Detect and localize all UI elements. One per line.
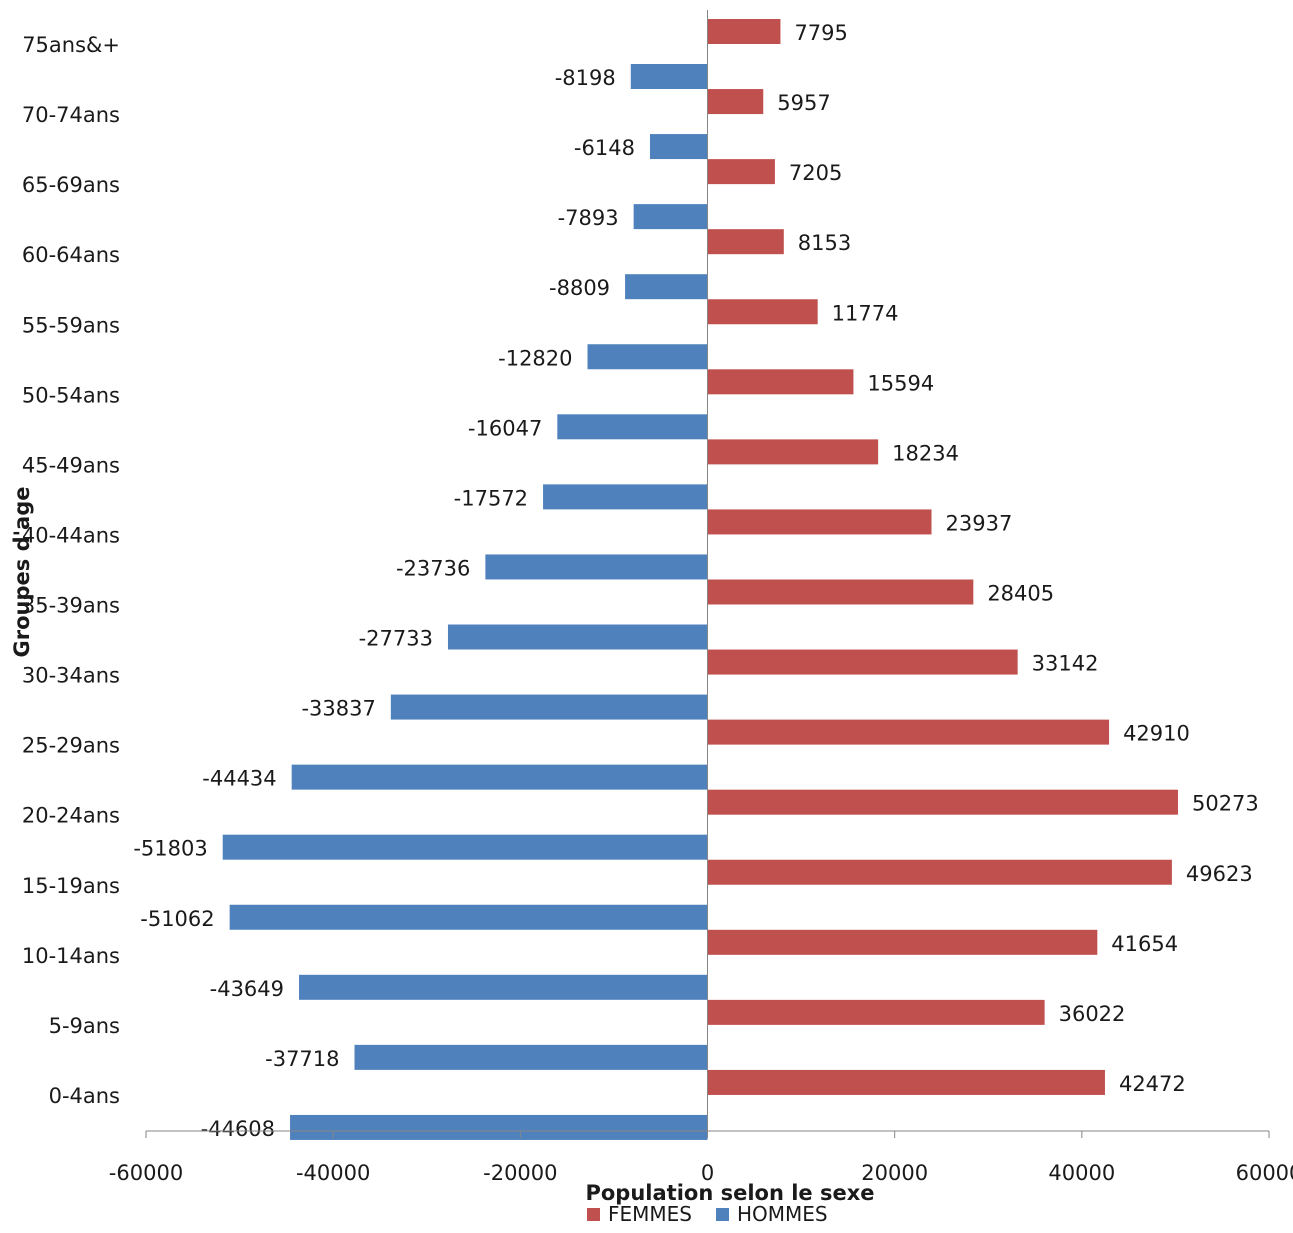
bar-hommes-25-29ans bbox=[291, 764, 708, 790]
bar-hommes-40-44ans bbox=[485, 554, 708, 580]
data-label-femmes: 23937 bbox=[946, 511, 1013, 535]
data-label-hommes: -44608 bbox=[201, 1117, 275, 1141]
bar-femmes-70-74ans bbox=[707, 89, 764, 115]
data-label-femmes: 11774 bbox=[832, 301, 899, 325]
bar-femmes-75ans&+ bbox=[707, 19, 781, 44]
category-label: 75ans&+ bbox=[22, 33, 120, 57]
x-tick-label: -60000 bbox=[109, 1161, 183, 1185]
data-label-femmes: 36022 bbox=[1059, 1002, 1126, 1026]
bar-hommes-45-49ans bbox=[543, 484, 708, 510]
data-label-hommes: -43649 bbox=[210, 977, 284, 1001]
bar-femmes-50-54ans bbox=[707, 369, 854, 395]
bar-femmes-55-59ans bbox=[707, 299, 818, 325]
bar-hommes-0-4ans bbox=[290, 1114, 708, 1140]
data-label-hommes: -12820 bbox=[498, 346, 572, 370]
bar-femmes-10-14ans bbox=[707, 929, 1098, 955]
data-label-femmes: 18234 bbox=[892, 441, 959, 465]
category-label: 0-4ans bbox=[49, 1084, 120, 1108]
data-label-hommes: -23736 bbox=[396, 556, 470, 580]
data-label-femmes: 41654 bbox=[1111, 932, 1178, 956]
category-label: 60-64ans bbox=[22, 243, 120, 267]
data-label-femmes: 33142 bbox=[1032, 652, 1099, 676]
legend-swatch-femmes bbox=[587, 1208, 600, 1221]
bar-femmes-25-29ans bbox=[707, 719, 1110, 745]
x-axis-title: Population selon le sexe bbox=[585, 1181, 874, 1205]
bar-hommes-60-64ans bbox=[625, 274, 708, 300]
bar-hommes-70-74ans bbox=[649, 134, 708, 160]
category-label: 25-29ans bbox=[22, 734, 120, 758]
category-label: 35-39ans bbox=[22, 594, 120, 618]
bar-femmes-65-69ans bbox=[707, 159, 775, 185]
data-label-femmes: 42910 bbox=[1123, 722, 1190, 746]
category-label: 5-9ans bbox=[49, 1014, 120, 1038]
bar-femmes-5-9ans bbox=[707, 999, 1045, 1025]
category-label: 30-34ans bbox=[22, 664, 120, 688]
data-label-femmes: 5957 bbox=[777, 91, 830, 115]
bar-femmes-15-19ans bbox=[707, 859, 1172, 885]
bar-femmes-60-64ans bbox=[707, 229, 784, 255]
data-label-hommes: -51803 bbox=[133, 837, 207, 861]
data-label-hommes: -17572 bbox=[454, 486, 528, 510]
x-tick-label: -40000 bbox=[296, 1161, 370, 1185]
data-label-hommes: -44434 bbox=[202, 767, 276, 791]
data-label-femmes: 50273 bbox=[1192, 792, 1259, 816]
data-label-femmes: 8153 bbox=[798, 231, 851, 255]
data-label-hommes: -51062 bbox=[140, 907, 214, 931]
bar-hommes-30-34ans bbox=[390, 694, 708, 720]
category-label: 20-24ans bbox=[22, 804, 120, 828]
bar-femmes-35-39ans bbox=[707, 579, 974, 605]
data-label-hommes: -8198 bbox=[555, 66, 616, 90]
category-label: 65-69ans bbox=[22, 173, 120, 197]
bar-hommes-10-14ans bbox=[299, 974, 708, 1000]
bar-femmes-40-44ans bbox=[707, 509, 932, 535]
bar-hommes-50-54ans bbox=[557, 414, 708, 440]
data-label-femmes: 42472 bbox=[1119, 1072, 1186, 1096]
data-label-hommes: -6148 bbox=[574, 136, 635, 160]
category-label: 15-19ans bbox=[22, 874, 120, 898]
bar-femmes-45-49ans bbox=[707, 439, 879, 465]
bar-hommes-75ans&+ bbox=[630, 64, 708, 89]
data-label-hommes: -8809 bbox=[549, 276, 610, 300]
bar-hommes-55-59ans bbox=[587, 344, 708, 370]
x-tick-label: 60000 bbox=[1236, 1161, 1293, 1185]
bar-hommes-15-19ans bbox=[229, 904, 708, 930]
y-axis-title: Groupes d'age bbox=[10, 487, 34, 658]
data-label-femmes: 49623 bbox=[1186, 862, 1253, 886]
bar-hommes-20-24ans bbox=[222, 834, 708, 860]
x-tick-label: 0 bbox=[701, 1161, 714, 1185]
bar-hommes-65-69ans bbox=[633, 204, 708, 230]
bar-femmes-20-24ans bbox=[707, 789, 1178, 815]
data-label-femmes: 7795 bbox=[794, 21, 847, 45]
data-label-femmes: 28405 bbox=[987, 582, 1054, 606]
data-label-hommes: -16047 bbox=[468, 416, 542, 440]
category-label: 10-14ans bbox=[22, 944, 120, 968]
data-label-hommes: -7893 bbox=[558, 206, 619, 230]
category-label: 55-59ans bbox=[22, 313, 120, 337]
bar-femmes-0-4ans bbox=[707, 1069, 1105, 1095]
x-tick-label: 40000 bbox=[1048, 1161, 1115, 1185]
bar-hommes-5-9ans bbox=[354, 1044, 708, 1070]
x-tick-label: 20000 bbox=[861, 1161, 928, 1185]
category-label: 70-74ans bbox=[22, 103, 120, 127]
category-label: 45-49ans bbox=[22, 453, 120, 477]
category-label: 50-54ans bbox=[22, 383, 120, 407]
data-label-hommes: -27733 bbox=[359, 627, 433, 651]
bar-hommes-35-39ans bbox=[447, 624, 708, 650]
legend-label-femmes: FEMMES bbox=[608, 1202, 692, 1226]
legend-label-hommes: HOMMES bbox=[737, 1202, 828, 1226]
category-label: 40-44ans bbox=[22, 523, 120, 547]
x-tick-label: -20000 bbox=[483, 1161, 557, 1185]
data-label-hommes: -33837 bbox=[301, 697, 375, 721]
legend-swatch-hommes bbox=[716, 1208, 729, 1221]
data-label-femmes: 15594 bbox=[867, 371, 934, 395]
data-label-hommes: -37718 bbox=[265, 1047, 339, 1071]
data-label-femmes: 7205 bbox=[789, 161, 842, 185]
bar-femmes-30-34ans bbox=[707, 649, 1018, 675]
